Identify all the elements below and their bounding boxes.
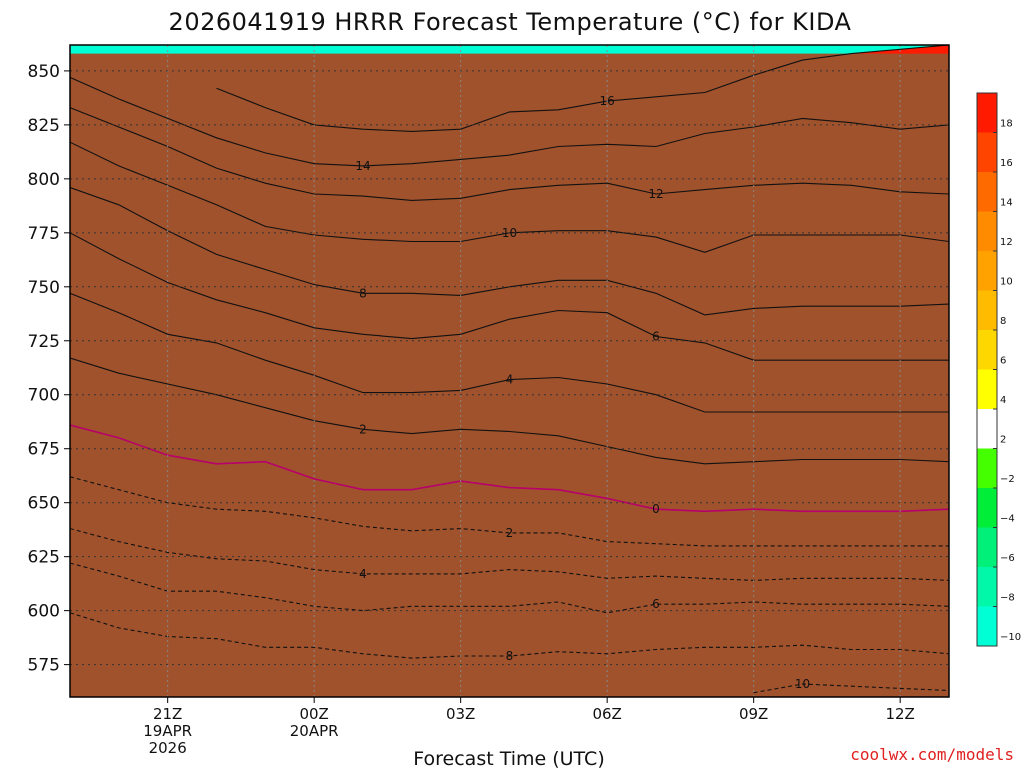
isotherm-label: 2 (359, 422, 367, 436)
colorbar-swatch (977, 527, 997, 567)
x-tick-label: 21Z (153, 705, 182, 723)
filled-bands (70, 45, 949, 697)
colorbar-label: −10 (1000, 632, 1021, 643)
x-tick-label: 00Z (299, 705, 328, 723)
isotherm-line (70, 76, 949, 167)
y-tick-label: 700 (28, 386, 60, 406)
colorbar-label: 18 (1000, 119, 1013, 130)
plot-frame (69, 44, 950, 698)
isotherm-line (70, 562, 949, 614)
colorbar-label: 2 (1000, 435, 1006, 446)
isotherm-label: 12 (648, 187, 663, 201)
isotherm-label: 8 (506, 649, 514, 663)
y-tick-label: 650 (28, 494, 60, 514)
colorbar-swatch (977, 93, 997, 133)
colorbar-swatch (977, 172, 997, 212)
colorbar-label: 14 (1000, 198, 1013, 209)
isotherm-line (70, 528, 949, 581)
colorbar-swatch (977, 369, 997, 409)
y-tick-label: 825 (28, 116, 60, 136)
colorbar-swatch (977, 448, 997, 488)
colorbar: 18 16 14 12 10 8 6 4 2 −2 −4 −6 −8 −10 (976, 92, 1021, 647)
colorbar-swatch (977, 290, 997, 330)
colorbar-label: 8 (1000, 316, 1006, 327)
plot-area: 1086420246810121416575600625650675700725… (28, 44, 950, 757)
x-tick-label: 12Z (885, 705, 914, 723)
y-tick-label: 725 (28, 332, 60, 352)
chart-title: 2026041919 HRRR Forecast Temperature (°C… (169, 8, 852, 36)
isotherm-line (70, 292, 949, 413)
colorbar-label: 16 (1000, 158, 1013, 169)
x-tick-label: 19APR (143, 722, 192, 740)
x-tick-label: 06Z (592, 705, 621, 723)
colorbar-swatch (977, 409, 997, 449)
x-tick-label: 09Z (739, 705, 768, 723)
isotherm-line (70, 107, 949, 201)
x-tick-label: 20APR (290, 722, 339, 740)
y-tick-label: 850 (28, 62, 60, 82)
y-tick-label: 575 (28, 656, 60, 676)
isotherm-line (753, 683, 949, 694)
x-tick-label: 2026 (149, 739, 187, 757)
x-axis-title: Forecast Time (UTC) (413, 748, 604, 768)
colorbar-label: 10 (1000, 277, 1013, 288)
y-tick-label: 800 (28, 170, 60, 190)
colorbar-swatch (977, 251, 997, 291)
isotherm-label: 0 (652, 502, 660, 516)
isotherm-label: 14 (355, 159, 370, 173)
colorbar-label: −4 (1000, 514, 1015, 525)
colorbar-swatch (977, 567, 997, 607)
colorbar-swatch (977, 132, 997, 172)
credit-text[interactable]: coolwx.com/models (850, 745, 1014, 764)
y-tick-label: 625 (28, 548, 60, 568)
isotherm-line (70, 476, 949, 547)
colorbar-label: −2 (1000, 474, 1015, 485)
isotherm-label: 2 (506, 526, 514, 540)
ground-area (70, 53, 949, 697)
colorbar-label: 12 (1000, 237, 1013, 248)
x-tick-label: 03Z (446, 705, 475, 723)
colorbar-label: 4 (1000, 395, 1006, 406)
isotherm-label: 4 (359, 567, 367, 581)
colorbar-label: −6 (1000, 553, 1015, 564)
colorbar-label: −8 (1000, 593, 1015, 604)
y-tick-label: 750 (28, 278, 60, 298)
isotherm-label: 10 (795, 677, 810, 691)
isotherm-label: 4 (506, 373, 514, 387)
colorbar-swatch (977, 606, 997, 646)
isotherm-line (216, 45, 949, 132)
isotherm-line (70, 232, 949, 361)
isotherm-label: 8 (359, 286, 367, 300)
colorbar-swatch (977, 488, 997, 528)
isotherm-label: 6 (652, 329, 660, 343)
isotherm-line (70, 357, 949, 465)
isotherm-label: 6 (652, 597, 660, 611)
isotherm-line (70, 424, 949, 513)
y-tick-label: 600 (28, 602, 60, 622)
colorbar-swatch (977, 330, 997, 370)
y-tick-label: 675 (28, 440, 60, 460)
colorbar-swatch (977, 211, 997, 251)
y-tick-label: 775 (28, 224, 60, 244)
isotherm-line (70, 612, 949, 659)
colorbar-label: 6 (1000, 356, 1006, 367)
